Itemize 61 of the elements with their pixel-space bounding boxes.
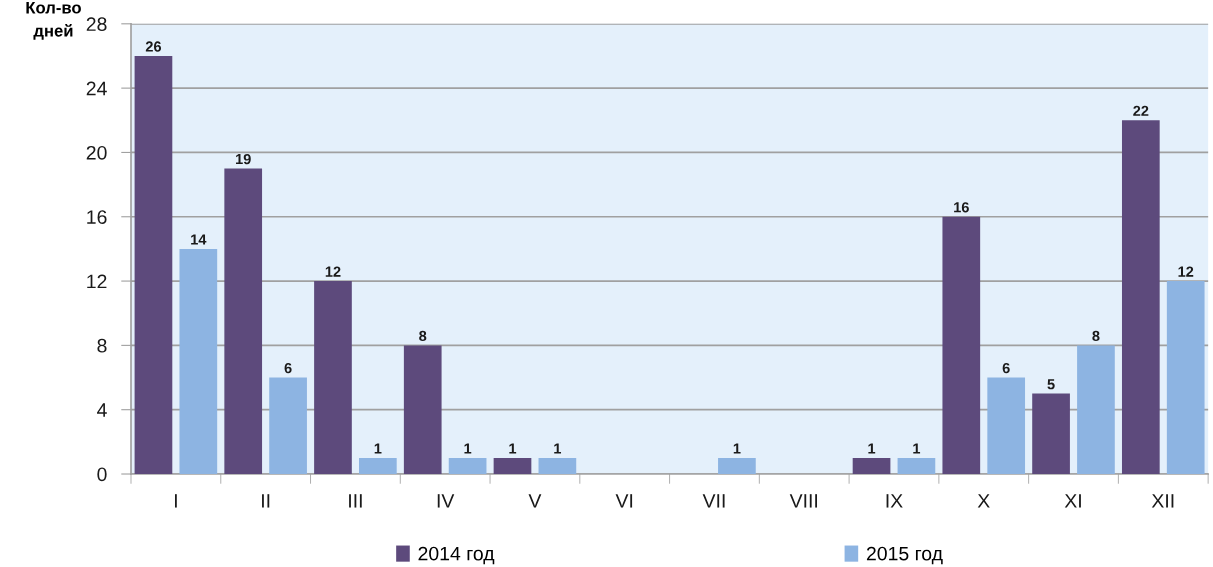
data-label: 12 [1178,266,1194,277]
data-label: 1 [464,443,472,454]
x-tick-label: VII [702,494,725,508]
bar [448,457,487,475]
data-label: 19 [236,153,251,165]
data-label: 1 [374,443,382,454]
y-axis-title: Кол-во дней [26,1,81,40]
bar [403,345,442,475]
x-tick-label: II [262,494,270,508]
y-tick-label: 16 [87,210,107,224]
legend-label: 2014 год [418,546,495,565]
x-tick-label: VI [615,494,633,508]
bar [493,457,532,475]
bar [987,377,1026,475]
data-label: 6 [284,362,292,374]
legend-label: 2015 год [866,546,943,565]
x-tick-label: XI [1064,494,1081,508]
x-tick-label: I [174,494,177,508]
x-tick-label: XII [1151,494,1174,508]
y-tick-label: 12 [87,274,107,289]
data-label: 22 [1133,105,1149,116]
x-tick-label: IX [886,494,903,508]
y-tick-label: 28 [86,17,107,32]
data-label: 6 [1002,362,1010,374]
bar [134,55,173,475]
bar [538,457,577,475]
data-label: 1 [554,443,562,454]
data-label: 1 [733,443,741,454]
y-tick-label: 24 [86,81,107,96]
bar [179,248,218,475]
x-tick-label: VIII [789,494,818,508]
data-label: 12 [325,266,341,277]
x-tick-label: X [977,494,990,508]
data-label: 1 [509,443,517,454]
y-tick-label: 20 [86,145,107,160]
bar [1166,281,1205,475]
data-label: 16 [954,202,969,213]
bar [1032,393,1070,475]
bar [359,457,397,475]
y-tick-label: 8 [97,338,107,353]
bar [269,377,307,475]
y-tick-label: 4 [97,403,107,417]
data-label: 14 [191,234,207,245]
data-label: 1 [868,443,876,454]
data-label: 26 [145,41,162,52]
data-label: 1 [913,443,921,454]
y-tick-label: 0 [97,467,107,482]
data-label: 8 [419,330,427,342]
bar [314,281,352,475]
bar [1077,345,1115,475]
x-tick-label: V [528,494,542,508]
data-label: 5 [1047,379,1055,390]
bar [942,216,981,475]
data-label: 8 [1092,330,1100,342]
x-tick-label: III [349,494,362,508]
bar [224,168,263,475]
bar [718,457,756,475]
bar [852,457,891,475]
x-tick-label: IV [437,494,455,508]
bar [1121,120,1160,475]
bar [897,457,936,475]
